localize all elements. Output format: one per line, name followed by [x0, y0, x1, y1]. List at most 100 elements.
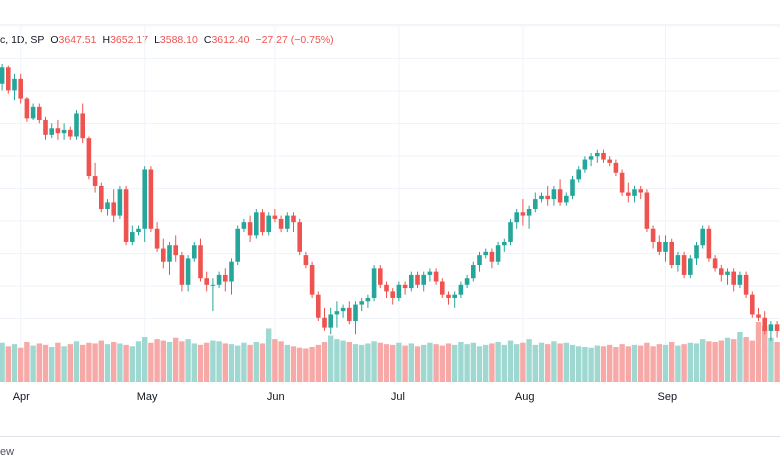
candle-body [502, 241, 507, 246]
candle-body [254, 212, 259, 236]
candle-body [756, 314, 761, 318]
volume-bar [67, 344, 73, 382]
volume-bar [346, 342, 352, 382]
candle-body [154, 228, 160, 249]
volume-bar [383, 344, 390, 382]
candle-body [99, 185, 104, 209]
candle-body [303, 255, 309, 266]
candle-body [378, 268, 383, 285]
volume-bar [619, 344, 625, 382]
candle-body [179, 255, 185, 285]
volume-bar [216, 341, 222, 382]
candle-body [415, 274, 420, 285]
volume-bar [526, 339, 532, 382]
candle-body [595, 152, 600, 157]
candle-body [334, 311, 340, 315]
candle-body [440, 281, 445, 295]
volume-bar [266, 328, 272, 382]
volume-bar [30, 345, 36, 382]
volume-bar [402, 345, 408, 382]
candle-body [18, 78, 23, 99]
volume-bar [11, 344, 18, 382]
candle-body [278, 218, 284, 229]
candle-body [657, 241, 662, 252]
candlestick-chart[interactable]: AprMayJunJulAugSepOct [0, 24, 780, 436]
volume-bar [458, 342, 464, 382]
low-value: 3588.10 [159, 34, 198, 46]
x-tick-label: Apr [13, 391, 30, 403]
candle-body [86, 138, 92, 177]
volume-bar [334, 339, 340, 382]
candle-body [136, 228, 141, 233]
x-tick-label: Jul [391, 391, 405, 403]
volume-bar [563, 342, 569, 382]
candle-body [669, 241, 674, 266]
candle-body [539, 195, 544, 200]
candle-body [111, 202, 116, 216]
volume-bar [762, 326, 768, 382]
candle-body [353, 304, 358, 322]
volume-bar [135, 341, 142, 382]
volume-bar [662, 344, 669, 382]
volume-bar [470, 342, 476, 382]
close-label: C [203, 34, 212, 46]
volume-bar [210, 340, 216, 382]
candle-body [216, 274, 222, 285]
candle-body [638, 189, 643, 193]
candle-body [272, 215, 278, 219]
volume-bar [278, 341, 284, 382]
candle-body [483, 251, 488, 256]
x-tick-label: Aug [515, 391, 535, 403]
candle-body [223, 274, 228, 282]
low-readout: L 3588.10 [154, 34, 198, 46]
candle-body [309, 265, 315, 295]
volume-bar [173, 337, 179, 382]
candle-body [142, 169, 147, 229]
volume-bar [104, 344, 111, 382]
volume-bar [656, 344, 662, 382]
candle-body [489, 251, 495, 262]
candle-body [260, 212, 265, 233]
candle-body [762, 317, 767, 331]
candle-body [148, 169, 154, 229]
volume-bar [259, 343, 266, 382]
candle-body [291, 215, 296, 223]
volume-bar [569, 344, 576, 382]
candle-body [210, 284, 216, 286]
volume-bar [700, 339, 706, 382]
volume-bar [507, 340, 514, 382]
volume-bar [445, 343, 452, 382]
candle-body [12, 78, 17, 91]
volume-bar [160, 340, 166, 382]
candle-body [74, 113, 79, 137]
candle-body [229, 261, 234, 282]
volume-bar [501, 344, 507, 382]
volume-bar [545, 344, 551, 382]
x-tick-label: Sep [658, 391, 678, 403]
open-label: O [50, 34, 59, 46]
high-label: H [102, 34, 111, 46]
candle-body [688, 258, 693, 275]
candle-body [626, 192, 631, 196]
candle-body [619, 172, 625, 193]
volume-bar [204, 342, 210, 382]
volume-bar [638, 345, 644, 382]
volume-bar [253, 342, 259, 382]
candle-body [564, 195, 569, 203]
volume-bar [582, 347, 588, 382]
volume-bar [724, 337, 731, 382]
candle-body [508, 222, 513, 242]
volume-bar [749, 340, 755, 382]
volume-bar [191, 343, 197, 382]
candle-body [167, 245, 172, 262]
volume-bar [80, 344, 86, 382]
candle-body [409, 274, 414, 289]
volume-bar [123, 344, 129, 382]
candle-body [768, 324, 774, 331]
candle-body [433, 271, 439, 282]
volume-bar [129, 346, 135, 382]
volume-bar [24, 342, 30, 382]
volume-bar [185, 339, 191, 382]
volume-bar [489, 343, 495, 382]
x-tick-label: May [137, 391, 158, 403]
